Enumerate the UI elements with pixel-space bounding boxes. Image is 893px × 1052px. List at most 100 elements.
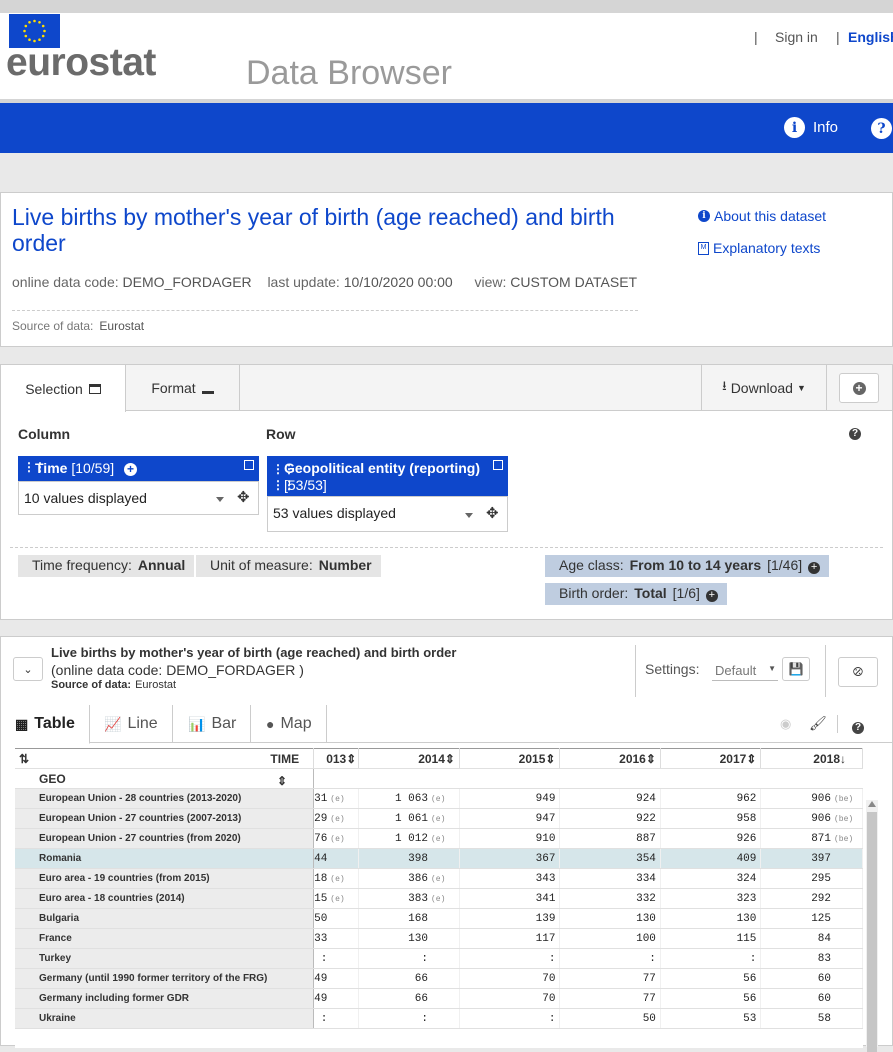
download-button[interactable]: ⭳ Download ▼: [701, 365, 826, 411]
value-cell: 50: [559, 1008, 661, 1029]
value-text: 906: [811, 792, 831, 805]
save-button[interactable]: 💾: [782, 657, 810, 681]
results-title: Live births by mother's year of birth (a…: [51, 645, 457, 660]
drag-handle-icon[interactable]: ⋮⋮: [272, 478, 295, 492]
table-row[interactable]: European Union - 27 countries (from 2020…: [15, 828, 863, 849]
plus-circle-icon[interactable]: +: [124, 462, 138, 476]
table-scrollbar[interactable]: [866, 800, 878, 1052]
geo-cell[interactable]: Euro area - 19 countries (from 2015): [15, 868, 315, 889]
palette-icon[interactable]: ◉: [780, 716, 792, 731]
eurostat-logo[interactable]: eurostat: [6, 41, 156, 84]
nav-bar: i Info ?: [0, 103, 893, 153]
plus-circle-icon[interactable]: +: [808, 561, 821, 574]
table-row[interactable]: Turkey::::: 83: [15, 948, 863, 969]
value-text: 386: [408, 872, 428, 885]
table-row[interactable]: Romania 44 398 367 354 409 397: [15, 848, 863, 869]
geo-cell[interactable]: Bulgaria: [15, 908, 315, 929]
about-dataset-link[interactable]: i About this dataset: [698, 208, 826, 224]
filter-birth-order[interactable]: Birth order: Total [1/6] +: [545, 583, 727, 605]
tab-line[interactable]: 📈 Line: [90, 705, 173, 743]
table-row[interactable]: France 33 130 117 100 115 84: [15, 928, 863, 949]
tab-map[interactable]: ● Map: [252, 705, 327, 743]
value-text: 44: [314, 852, 328, 865]
value-text: 398: [408, 852, 428, 865]
drag-handle-icon[interactable]: ⋮⋮: [272, 462, 295, 476]
results-source-label: Source of data:: [51, 679, 132, 691]
table-row[interactable]: Euro area - 18 countries (2014) 15 (e) 383(…: [15, 888, 863, 909]
plus-circle-icon[interactable]: +: [705, 589, 718, 602]
geo-dimension-chip[interactable]: ⋮⋮ ⋮⋮ Geopolitical entity (reporting) [5…: [267, 456, 508, 496]
table-row[interactable]: Germany including former GDR 49 66 70 77 56 60: [15, 988, 863, 1009]
geo-values-dropdown[interactable]: 53 values displayed ✥: [267, 496, 508, 532]
geo-cell[interactable]: Germany including former GDR: [15, 988, 315, 1009]
sign-in-link[interactable]: Sign in: [775, 29, 818, 45]
help-icon[interactable]: ?: [849, 423, 861, 441]
year-header[interactable]: 2015⇕: [459, 748, 561, 769]
value-cell: 1 063 (e): [358, 788, 460, 809]
filter-time-frequency[interactable]: Time frequency: Annual: [18, 555, 195, 577]
table-row[interactable]: Bulgaria 50 168 139 130 130 125: [15, 908, 863, 929]
value-text: 66: [414, 992, 428, 1005]
geo-cell[interactable]: Germany (until 1990 former territory of …: [15, 968, 315, 989]
value-text: 70: [542, 972, 556, 985]
value-text: 1 061: [394, 812, 428, 825]
language-selector[interactable]: English: [848, 29, 893, 45]
value-text: 409: [736, 852, 757, 865]
move-icon[interactable]: ✥: [237, 489, 250, 506]
share-button[interactable]: ⦼: [838, 657, 878, 687]
settings-dropdown[interactable]: Default ▼: [712, 659, 778, 681]
year-header[interactable]: 2017⇕: [660, 748, 762, 769]
filter-age-class[interactable]: Age class: From 10 to 14 years [1/46] +: [545, 555, 830, 577]
geo-cell[interactable]: Euro area - 18 countries (2014): [15, 888, 315, 909]
flag-text: (e): [430, 894, 446, 904]
tab-selection[interactable]: Selection: [1, 365, 126, 412]
filter-unit-of-measure[interactable]: Unit of measure: Number: [196, 555, 381, 577]
sort-icon[interactable]: ⇕: [277, 774, 288, 788]
table-row[interactable]: European Union - 28 countries (2013-2020…: [15, 788, 863, 809]
table-row[interactable]: Ukraine::: 50 53 58: [15, 1008, 863, 1029]
sort-swap-icon[interactable]: ⇅: [19, 751, 30, 766]
geo-cell[interactable]: European Union - 27 countries (2007-2013…: [15, 808, 315, 829]
help-button[interactable]: ?: [871, 118, 892, 139]
geo-cell[interactable]: France: [15, 928, 315, 949]
scroll-up-arrow[interactable]: [868, 801, 876, 807]
qr-icon[interactable]: [244, 460, 254, 470]
scroll-thumb[interactable]: [867, 812, 877, 1052]
table-row[interactable]: Germany (until 1990 former territory of …: [15, 968, 863, 989]
geo-cell[interactable]: Romania: [15, 848, 315, 869]
tab-bar[interactable]: 📊 Bar: [174, 705, 252, 743]
value-cell: 70: [459, 988, 561, 1009]
year-header[interactable]: 013⇕: [313, 748, 360, 769]
time-dimension-chip[interactable]: ⋮⋮ Time [10/59] +: [18, 456, 259, 481]
value-text: 60: [817, 992, 831, 1005]
brush-icon[interactable]: 🖌: [809, 715, 827, 731]
value-cell: :: [313, 1008, 360, 1029]
value-text: 60: [817, 972, 831, 985]
year-header[interactable]: 2014⇕: [358, 748, 460, 769]
caret-down-icon: [216, 497, 224, 502]
explanatory-texts-link[interactable]: M Explanatory texts: [698, 240, 820, 256]
value-text: 343: [535, 872, 556, 885]
geo-cell[interactable]: European Union - 27 countries (from 2020…: [15, 828, 315, 849]
collapse-button[interactable]: ⌄: [13, 657, 43, 681]
help-icon[interactable]: ?: [852, 717, 864, 735]
tab-table[interactable]: ▦ Table: [1, 705, 90, 744]
geo-cell[interactable]: Ukraine: [15, 1008, 315, 1029]
geo-cell[interactable]: European Union - 28 countries (2013-2020…: [15, 788, 315, 809]
geo-cell[interactable]: Turkey: [15, 948, 315, 969]
value-cell: 343: [459, 868, 561, 889]
table-row[interactable]: Euro area - 19 countries (from 2015) 18 (e…: [15, 868, 863, 889]
data-table-container: ⇅ TIME 013⇕ 2014⇕ 2015⇕ 2016⇕ 2017⇕ 2018…: [15, 748, 863, 1048]
drag-handle-icon[interactable]: ⋮⋮: [23, 460, 46, 474]
value-text: 50: [314, 912, 328, 925]
table-row[interactable]: European Union - 27 countries (2007-2013…: [15, 808, 863, 829]
qr-icon[interactable]: [493, 460, 503, 470]
move-icon[interactable]: ✥: [486, 505, 499, 522]
time-values-dropdown[interactable]: 10 values displayed ✥: [18, 481, 259, 515]
info-menu[interactable]: i Info: [784, 117, 838, 138]
add-button[interactable]: +: [839, 373, 879, 403]
tab-format[interactable]: Format: [126, 365, 240, 411]
year-header[interactable]: 2018↓: [760, 748, 863, 769]
year-header[interactable]: 2016⇕: [559, 748, 661, 769]
app-title: Data Browser: [246, 54, 452, 92]
